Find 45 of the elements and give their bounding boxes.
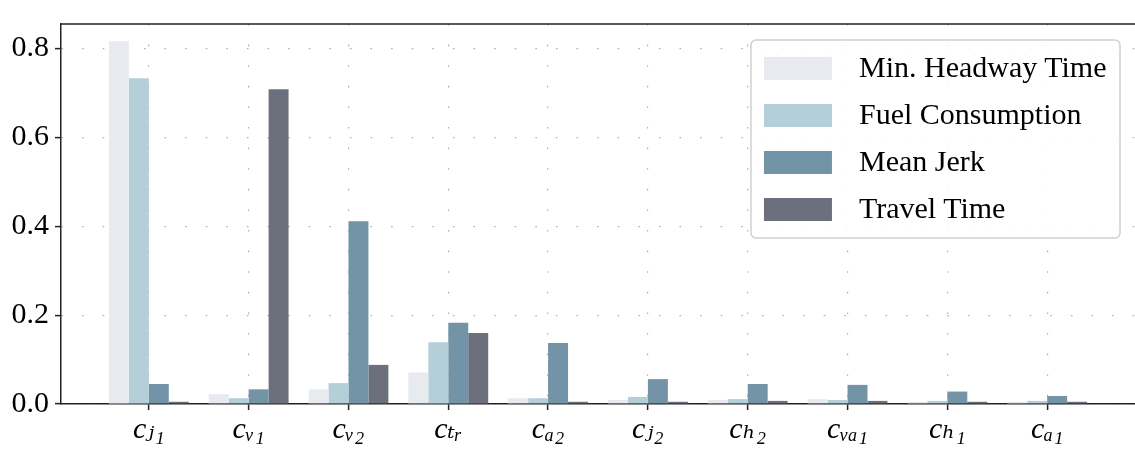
bar — [148, 384, 169, 404]
bar — [348, 221, 369, 404]
bar — [847, 384, 868, 404]
bar — [128, 78, 149, 404]
bar — [208, 394, 229, 404]
y-tick-label: 0.0 — [11, 384, 49, 418]
bar — [807, 399, 828, 404]
bar — [727, 399, 748, 404]
bar — [448, 322, 469, 404]
x-tick-label: cᵥₐ₁ — [827, 410, 868, 444]
bar — [528, 398, 549, 404]
x-tick-label: cⱼ₂ — [632, 410, 664, 444]
bar — [468, 332, 489, 404]
bar — [368, 364, 389, 404]
bar — [627, 396, 648, 404]
x-tick-label: cₕ₁ — [928, 410, 966, 444]
bar — [228, 398, 249, 404]
y-tick-label: 0.2 — [11, 295, 49, 329]
y-tick-label: 0.6 — [11, 118, 49, 152]
x-tick-label: cₜᵣ — [434, 410, 463, 444]
x-tick-label: cₐ₁ — [1030, 410, 1064, 444]
bar — [1047, 396, 1068, 404]
legend-label: Fuel Consumption — [858, 97, 1082, 131]
x-tick-label: cₕ₂ — [729, 410, 767, 444]
x-tick-label: cᵥ₁ — [232, 410, 265, 444]
bar — [108, 41, 129, 404]
bar — [508, 398, 529, 404]
y-tick-label: 0.8 — [11, 29, 49, 63]
bar — [548, 343, 569, 404]
bar — [428, 342, 449, 404]
bar — [248, 389, 269, 404]
x-tick-label: cₐ₂ — [531, 410, 565, 444]
bar — [647, 379, 668, 404]
bar — [408, 372, 429, 404]
bar — [268, 89, 289, 404]
bar — [308, 389, 329, 404]
bar — [328, 383, 349, 404]
bar — [947, 391, 968, 404]
legend-label: Travel Time — [858, 191, 1006, 225]
x-tick-label: cⱼ₁ — [133, 410, 165, 444]
x-tick-label: cᵥ₂ — [332, 410, 365, 444]
bar — [747, 384, 768, 404]
y-tick-label: 0.4 — [11, 207, 49, 241]
legend-label: Min. Headway Time — [858, 50, 1107, 84]
legend-label: Mean Jerk — [858, 144, 985, 178]
